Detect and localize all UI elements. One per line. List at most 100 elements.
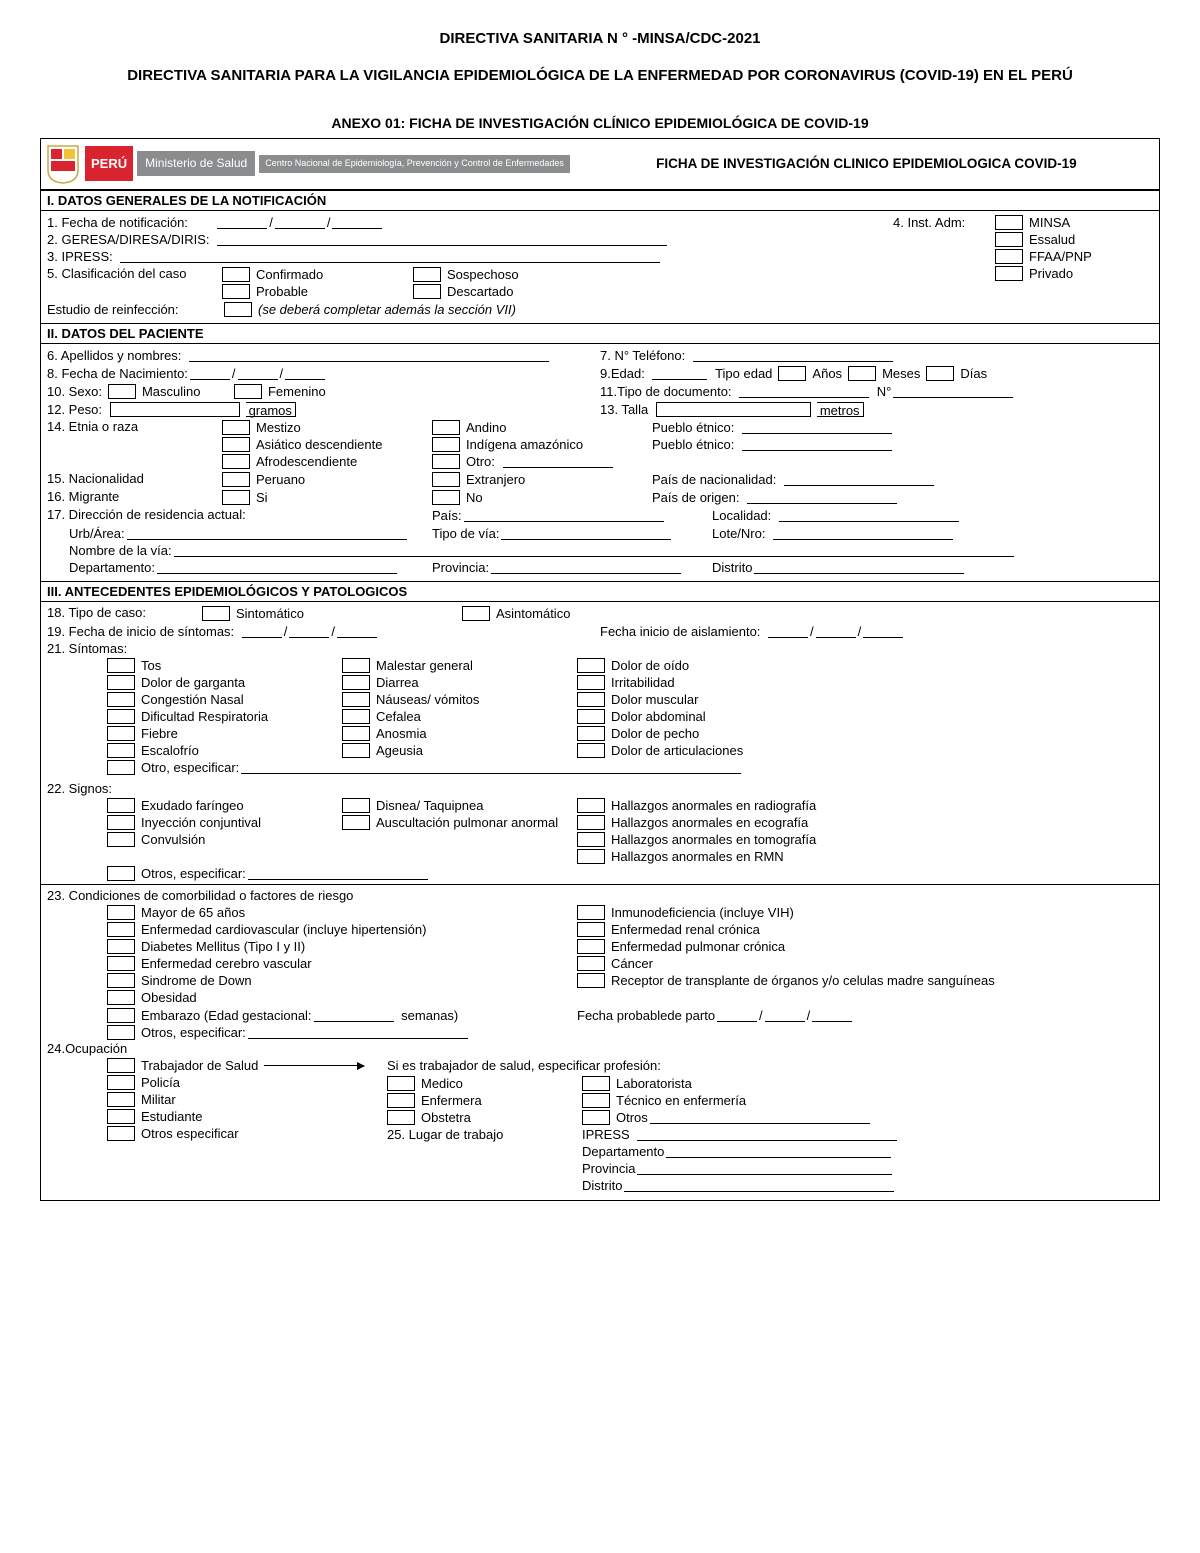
text-blank[interactable] bbox=[189, 348, 549, 362]
checkbox[interactable] bbox=[432, 437, 460, 452]
text-blank[interactable] bbox=[893, 384, 1013, 398]
checkbox[interactable] bbox=[222, 284, 250, 299]
date-blank[interactable] bbox=[337, 624, 377, 638]
text-blank[interactable] bbox=[742, 437, 892, 451]
checkbox[interactable] bbox=[577, 939, 605, 954]
checkbox[interactable] bbox=[577, 709, 605, 724]
checkbox[interactable] bbox=[107, 1109, 135, 1124]
checkbox[interactable] bbox=[107, 726, 135, 741]
text-blank[interactable] bbox=[693, 348, 893, 362]
text-blank[interactable] bbox=[624, 1178, 894, 1192]
text-blank[interactable] bbox=[747, 490, 897, 504]
checkbox[interactable] bbox=[107, 956, 135, 971]
checkbox[interactable] bbox=[107, 866, 135, 881]
checkbox[interactable] bbox=[577, 956, 605, 971]
text-blank[interactable] bbox=[174, 543, 1014, 557]
checkbox[interactable] bbox=[107, 905, 135, 920]
checkbox[interactable] bbox=[222, 420, 250, 435]
date-blank[interactable] bbox=[289, 624, 329, 638]
checkbox[interactable] bbox=[342, 798, 370, 813]
checkbox[interactable] bbox=[107, 675, 135, 690]
checkbox[interactable] bbox=[107, 692, 135, 707]
checkbox[interactable] bbox=[848, 366, 876, 381]
text-blank[interactable] bbox=[120, 249, 660, 263]
checkbox[interactable] bbox=[107, 815, 135, 830]
text-blank[interactable] bbox=[217, 232, 667, 246]
checkbox[interactable] bbox=[342, 743, 370, 758]
text-blank[interactable] bbox=[773, 526, 953, 540]
input-box[interactable] bbox=[110, 402, 240, 417]
date-blank[interactable] bbox=[332, 215, 382, 229]
text-blank[interactable] bbox=[464, 508, 664, 522]
input-box[interactable] bbox=[656, 402, 811, 417]
date-blank[interactable] bbox=[765, 1008, 805, 1022]
checkbox[interactable] bbox=[107, 1075, 135, 1090]
checkbox[interactable] bbox=[107, 922, 135, 937]
text-blank[interactable] bbox=[637, 1161, 892, 1175]
checkbox[interactable] bbox=[107, 939, 135, 954]
text-blank[interactable] bbox=[127, 526, 407, 540]
checkbox[interactable] bbox=[222, 267, 250, 282]
date-blank[interactable] bbox=[285, 366, 325, 380]
checkbox[interactable] bbox=[995, 249, 1023, 264]
checkbox[interactable] bbox=[342, 692, 370, 707]
checkbox[interactable] bbox=[222, 454, 250, 469]
date-blank[interactable] bbox=[812, 1008, 852, 1022]
date-blank[interactable] bbox=[238, 366, 278, 380]
checkbox[interactable] bbox=[995, 266, 1023, 281]
checkbox[interactable] bbox=[387, 1076, 415, 1091]
checkbox[interactable] bbox=[995, 232, 1023, 247]
checkbox[interactable] bbox=[222, 437, 250, 452]
checkbox[interactable] bbox=[577, 815, 605, 830]
text-blank[interactable] bbox=[650, 1110, 870, 1124]
checkbox[interactable] bbox=[107, 743, 135, 758]
checkbox[interactable] bbox=[995, 215, 1023, 230]
checkbox[interactable] bbox=[926, 366, 954, 381]
date-blank[interactable] bbox=[242, 624, 282, 638]
checkbox[interactable] bbox=[342, 815, 370, 830]
date-blank[interactable] bbox=[768, 624, 808, 638]
checkbox[interactable] bbox=[107, 832, 135, 847]
checkbox[interactable] bbox=[107, 760, 135, 775]
text-blank[interactable] bbox=[157, 560, 397, 574]
checkbox[interactable] bbox=[582, 1093, 610, 1108]
checkbox[interactable] bbox=[582, 1076, 610, 1091]
checkbox[interactable] bbox=[342, 675, 370, 690]
text-blank[interactable] bbox=[637, 1127, 897, 1141]
checkbox[interactable] bbox=[108, 384, 136, 399]
checkbox[interactable] bbox=[413, 284, 441, 299]
checkbox[interactable] bbox=[107, 798, 135, 813]
checkbox[interactable] bbox=[222, 472, 250, 487]
checkbox[interactable] bbox=[107, 709, 135, 724]
checkbox[interactable] bbox=[413, 267, 441, 282]
text-blank[interactable] bbox=[652, 366, 707, 380]
checkbox[interactable] bbox=[107, 1008, 135, 1023]
checkbox[interactable] bbox=[234, 384, 262, 399]
checkbox[interactable] bbox=[342, 709, 370, 724]
checkbox[interactable] bbox=[107, 1025, 135, 1040]
date-blank[interactable] bbox=[717, 1008, 757, 1022]
checkbox[interactable] bbox=[577, 905, 605, 920]
checkbox[interactable] bbox=[107, 658, 135, 673]
checkbox[interactable] bbox=[582, 1110, 610, 1125]
checkbox[interactable] bbox=[342, 658, 370, 673]
text-blank[interactable] bbox=[742, 420, 892, 434]
checkbox[interactable] bbox=[577, 658, 605, 673]
checkbox[interactable] bbox=[577, 832, 605, 847]
checkbox[interactable] bbox=[577, 849, 605, 864]
text-blank[interactable] bbox=[248, 1025, 468, 1039]
text-blank[interactable] bbox=[779, 508, 959, 522]
checkbox[interactable] bbox=[224, 302, 252, 317]
text-blank[interactable] bbox=[784, 472, 934, 486]
date-blank[interactable] bbox=[275, 215, 325, 229]
text-blank[interactable] bbox=[491, 560, 681, 574]
checkbox[interactable] bbox=[342, 726, 370, 741]
checkbox[interactable] bbox=[577, 692, 605, 707]
checkbox[interactable] bbox=[107, 973, 135, 988]
text-blank[interactable] bbox=[739, 384, 869, 398]
checkbox[interactable] bbox=[387, 1110, 415, 1125]
checkbox[interactable] bbox=[202, 606, 230, 621]
checkbox[interactable] bbox=[778, 366, 806, 381]
text-blank[interactable] bbox=[754, 560, 964, 574]
checkbox[interactable] bbox=[432, 454, 460, 469]
